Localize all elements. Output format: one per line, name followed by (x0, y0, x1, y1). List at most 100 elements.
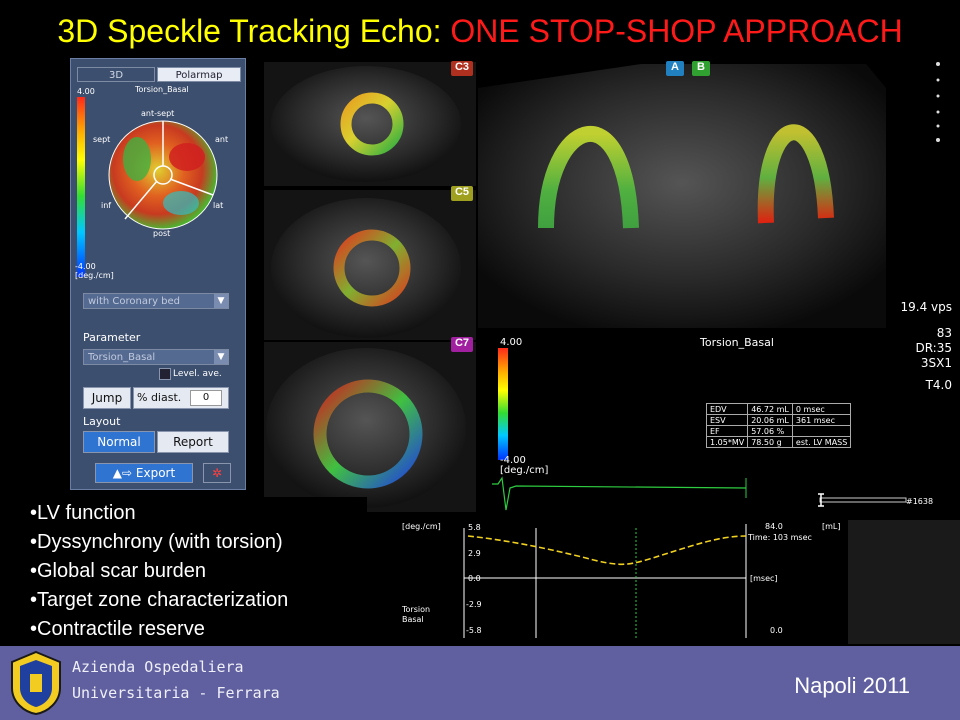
slide-title: 3D Speckle Tracking Echo: ONE STOP-SHOP … (0, 0, 960, 62)
bullseye-polarmap[interactable] (107, 119, 219, 231)
ring-c3 (340, 92, 404, 156)
lv-measurements-table: EDV 46.72 mL 0 msec ESV 20.06 mL 361 msec EF… (705, 403, 852, 448)
info-line: T4.0 (925, 378, 952, 392)
graph-plot-area (400, 520, 844, 644)
export-label: Export (135, 466, 176, 480)
chevron-down-icon[interactable]: ▼ (214, 350, 228, 364)
short-axis-c7-speckle (266, 348, 466, 508)
table-cell: 78.50 g (747, 436, 793, 448)
info-line: DR:35 (915, 341, 952, 355)
volume-rate: 19.4 vps (900, 300, 952, 314)
parameter-select[interactable]: Torsion_Basal ▼ (83, 349, 229, 365)
acquisition-info: 83 DR:35 3SX1 T4.0 (915, 326, 952, 393)
table-cell: 361 msec (791, 414, 852, 426)
pct-diast-label: % diast. (137, 391, 182, 404)
segment-label-post: post (153, 229, 171, 238)
table-cell: EF (705, 425, 749, 437)
table-cell: ESV (705, 414, 749, 426)
torsion-color-scale (498, 348, 508, 460)
lv-wall-view-a (538, 126, 639, 229)
level-ave-checkbox[interactable] (159, 368, 171, 380)
tab-polarmap[interactable]: Polarmap (157, 67, 241, 82)
scale-top-value: 4.00 (500, 337, 523, 348)
scale-min-label: -4.00 (75, 262, 96, 271)
segment-label-lat: lat (213, 201, 224, 210)
layout-normal-button[interactable]: Normal (83, 431, 155, 453)
table-cell: est. LV MASS (791, 436, 852, 448)
settings-icon[interactable]: ✲ (203, 463, 231, 483)
segment-label-ant: ant (215, 135, 229, 144)
table-cell (791, 425, 852, 437)
short-axis-c3-speckle (271, 66, 461, 182)
polarmap-color-scale (77, 97, 85, 277)
organization-line-2: Universitaria - Ferrara (72, 684, 280, 702)
graph-time-readout: Time: 103 msec (748, 533, 812, 542)
segment-label-inf: inf (101, 201, 112, 210)
list-item: •Global scar burden (30, 560, 206, 582)
layout-report-button[interactable]: Report (157, 431, 229, 453)
graph-parameter-line: Basal (402, 615, 424, 624)
table-row: 1.05*MV 78.50 g est. LV MASS (705, 436, 852, 448)
list-item: •Target zone characterization (30, 589, 289, 611)
table-cell: 0 msec (791, 403, 852, 415)
ring-c5 (333, 229, 411, 307)
export-button[interactable]: ▲⇨ Export (95, 463, 193, 483)
y-tick-label: 0.0 (468, 574, 481, 583)
logo-emblem (30, 674, 42, 692)
level-ave-label: Level. ave. (173, 369, 222, 379)
scale-unit-label: [deg./cm] (75, 271, 114, 280)
segment-dividers (124, 121, 214, 220)
overlay-select[interactable]: with Coronary bed ▼ (83, 293, 229, 309)
jump-button[interactable]: Jump (83, 387, 131, 409)
lv-wall-view-b (757, 124, 834, 224)
pct-diast-control: % diast. 0 (133, 387, 229, 409)
depth-markers (936, 62, 940, 142)
organization-line-1: Azienda Ospedaliera (72, 658, 244, 676)
info-line: 3SX1 (920, 356, 952, 370)
parameter-select-value: Torsion_Basal (88, 352, 156, 363)
chevron-down-icon[interactable]: ▼ (214, 294, 228, 308)
table-cell: 1.05*MV (705, 436, 749, 448)
polarmap-region (169, 143, 205, 171)
y-tick-label: 2.9 (468, 549, 481, 558)
graph-x-unit: [msec] (750, 574, 778, 583)
frame-slider-track[interactable] (819, 497, 907, 503)
graph-unit-right: [mL] (822, 522, 841, 531)
list-item: •LV function (30, 502, 136, 524)
frame-slider-handle[interactable] (818, 493, 824, 507)
frame-number: #1638 (906, 497, 934, 506)
footer-bar (0, 646, 960, 720)
y-tick-label: -5.8 (466, 626, 482, 635)
view-tabs: 3D Polarmap (77, 67, 241, 83)
table-cell: EDV (705, 403, 749, 415)
feature-list: •LV function •Dyssynchrony (with torsion… (22, 497, 367, 645)
graph-right-bottom-value: 0.0 (770, 626, 783, 635)
pct-diast-field[interactable]: 0 (190, 390, 222, 406)
table-cell: 46.72 mL (747, 403, 793, 415)
list-item: •Contractile reserve (30, 618, 205, 640)
table-row: EF 57.06 % (705, 425, 852, 437)
hospital-logo (11, 650, 61, 716)
title-part-2: ONE STOP-SHOP APPROACH (450, 13, 903, 49)
polarmap-title: Torsion_Basal (135, 85, 189, 94)
view-tag-c5[interactable]: C5 (451, 186, 473, 201)
scale-max-label: 4.00 (77, 87, 95, 96)
graph-unit-left: [deg./cm] (402, 522, 441, 531)
ecg-trace (492, 476, 747, 511)
polarmap-region (163, 191, 199, 215)
table-row: EDV 46.72 mL 0 msec (705, 403, 852, 415)
echo-views (264, 62, 960, 644)
graph-parameter-label: Torsion Basal (402, 605, 430, 625)
view-tag-a[interactable]: A (666, 61, 684, 76)
overlay-select-value: with Coronary bed (88, 296, 181, 307)
tab-3d[interactable]: 3D (77, 67, 155, 82)
y-tick-label: -2.9 (466, 600, 482, 609)
view-tag-c7[interactable]: C7 (451, 337, 473, 352)
short-axis-c5-speckle (271, 198, 461, 338)
view-tag-c3[interactable]: C3 (451, 61, 473, 76)
layout-label: Layout (83, 415, 121, 428)
y-tick-label: 5.8 (468, 523, 481, 532)
scale-bottom-value: -4.00 (500, 455, 526, 466)
table-cell: 20.06 mL (747, 414, 793, 426)
view-tag-b[interactable]: B (692, 61, 710, 76)
